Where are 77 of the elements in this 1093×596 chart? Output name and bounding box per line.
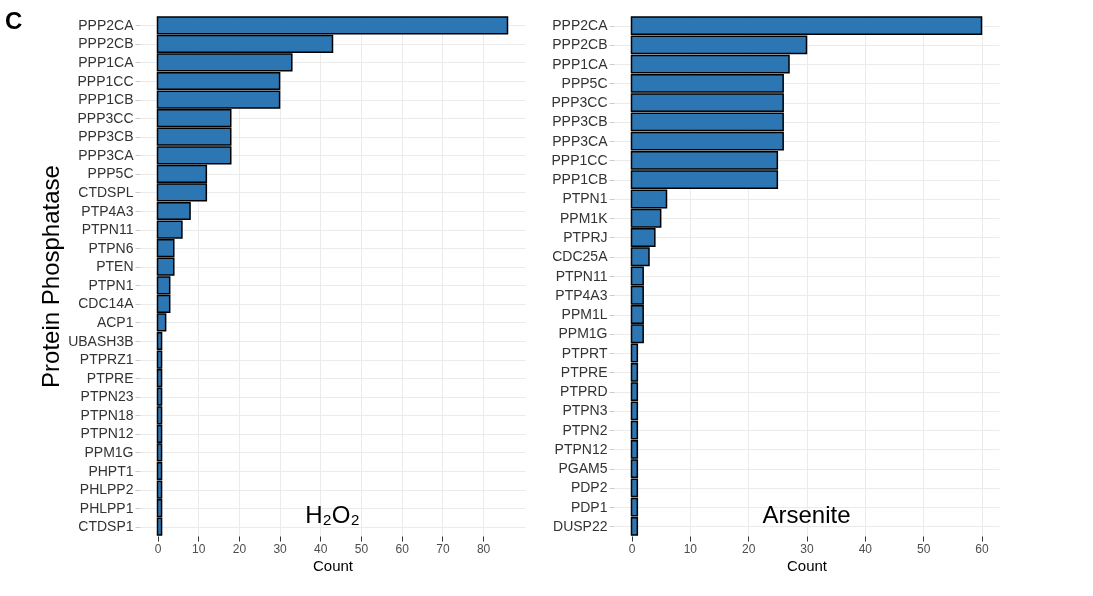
y-tick-label: PPM1L: [561, 306, 608, 323]
y-tick-label: PPP2CB: [552, 36, 608, 53]
annotation: Arsenite: [762, 501, 851, 528]
y-tick-label: PHLPP1: [79, 499, 134, 516]
y-tick-label: CTDSPL: [78, 183, 134, 200]
y-tick-label: PTP4A3: [81, 202, 134, 219]
y-tick-label: PPP3CC: [77, 109, 134, 126]
y-tick-label: CTDSP1: [78, 518, 134, 535]
y-tick-label: PGAM5: [558, 460, 608, 477]
y-tick-label: PTPRT: [561, 344, 608, 361]
y-tick-label: PPP2CA: [552, 17, 609, 34]
y-tick-label: PDP1: [570, 498, 608, 515]
x-tick-label: 50: [916, 541, 931, 556]
y-tick-label: PTPRZ1: [79, 351, 134, 368]
x-tick-label: 20: [232, 541, 247, 556]
y-tick-label: PTPN1: [88, 276, 134, 293]
y-tick-label: PTPN1: [562, 190, 608, 207]
y-tick-label: PTPRJ: [563, 228, 608, 245]
y-tick-label: PTPN3: [562, 402, 608, 419]
y-tick-label: PPP2CA: [78, 16, 135, 33]
y-tick-label: PTPN12: [554, 440, 608, 457]
y-tick-label: DUSP22: [553, 517, 608, 534]
x-tick-label: 0: [154, 541, 162, 556]
y-tick-label: PPP1CC: [77, 72, 134, 89]
y-tick-label: PTEN: [96, 258, 134, 275]
y-tick-label: ACP1: [96, 313, 134, 330]
y-tick-label: CDC25A: [552, 248, 609, 265]
y-tick-label: PPP1CC: [551, 151, 608, 168]
y-tick-label: PTPN12: [80, 425, 134, 442]
y-tick-label: PTPN11: [555, 267, 608, 284]
y-tick-label: PTPN2: [562, 421, 608, 438]
y-tick-label: CDC14A: [78, 295, 135, 312]
y-tick-label: PPM1G: [558, 325, 608, 342]
y-tick-label: PTPRE: [86, 369, 134, 386]
x-tick-label: 80: [476, 541, 491, 556]
y-tick-label: PHPT1: [88, 462, 134, 479]
x-tick-label: 10: [683, 541, 698, 556]
y-tick-label: PTPN23: [80, 388, 134, 405]
x-tick-label: 50: [354, 541, 369, 556]
x-tick-label: 20: [741, 541, 756, 556]
y-tick-label: PPP5C: [561, 74, 608, 91]
text: C: [5, 7, 23, 34]
y-tick-label: PPP3CC: [551, 94, 608, 111]
y-tick-label: PTPN11: [81, 221, 134, 238]
y-tick-label: PTP4A3: [555, 286, 608, 303]
y-tick-label: PTPN18: [80, 406, 134, 423]
y-tick-label: PPP3CB: [78, 128, 134, 145]
y-tick-label: PTPRE: [560, 363, 608, 380]
y-axis-title: Protein Phosphatase: [37, 165, 65, 388]
x-tick-label: 0: [628, 541, 636, 556]
x-tick-label: 30: [273, 541, 288, 556]
x-tick-label: 70: [436, 541, 450, 556]
x-tick-label: 60: [975, 541, 989, 556]
y-tick-label: PPP1CB: [78, 91, 134, 108]
y-tick-label: PPP3CA: [78, 146, 135, 163]
y-tick-label: PPP1CA: [552, 55, 609, 72]
y-tick-label: PPP5C: [87, 165, 134, 182]
y-tick-label: PPP1CA: [78, 53, 135, 70]
x-tick-label: 30: [800, 541, 814, 556]
y-tick-label: PDP2: [570, 479, 608, 496]
y-tick-label: PTPN6: [88, 239, 134, 256]
x-axis-title: Count: [312, 556, 354, 574]
y-tick-label: UBASH3B: [68, 332, 134, 349]
y-tick-label: PPP3CA: [552, 132, 609, 149]
y-tick-label: PPP1CB: [552, 171, 608, 188]
x-tick-label: 40: [314, 541, 328, 556]
y-tick-label: PPP3CB: [552, 113, 608, 130]
y-tick-label: PHLPP2: [79, 481, 134, 498]
annotation: H₂O₂: [305, 501, 360, 528]
y-tick-label: PTPRD: [560, 383, 608, 400]
x-tick-label: 10: [192, 541, 206, 556]
x-axis-title: Count: [786, 556, 828, 574]
x-tick-label: 40: [858, 541, 873, 556]
x-tick-label: 60: [395, 541, 410, 556]
y-tick-label: PPM1K: [560, 209, 609, 226]
y-tick-label: PPM1G: [84, 443, 134, 460]
y-tick-label: PPP2CB: [78, 35, 134, 52]
